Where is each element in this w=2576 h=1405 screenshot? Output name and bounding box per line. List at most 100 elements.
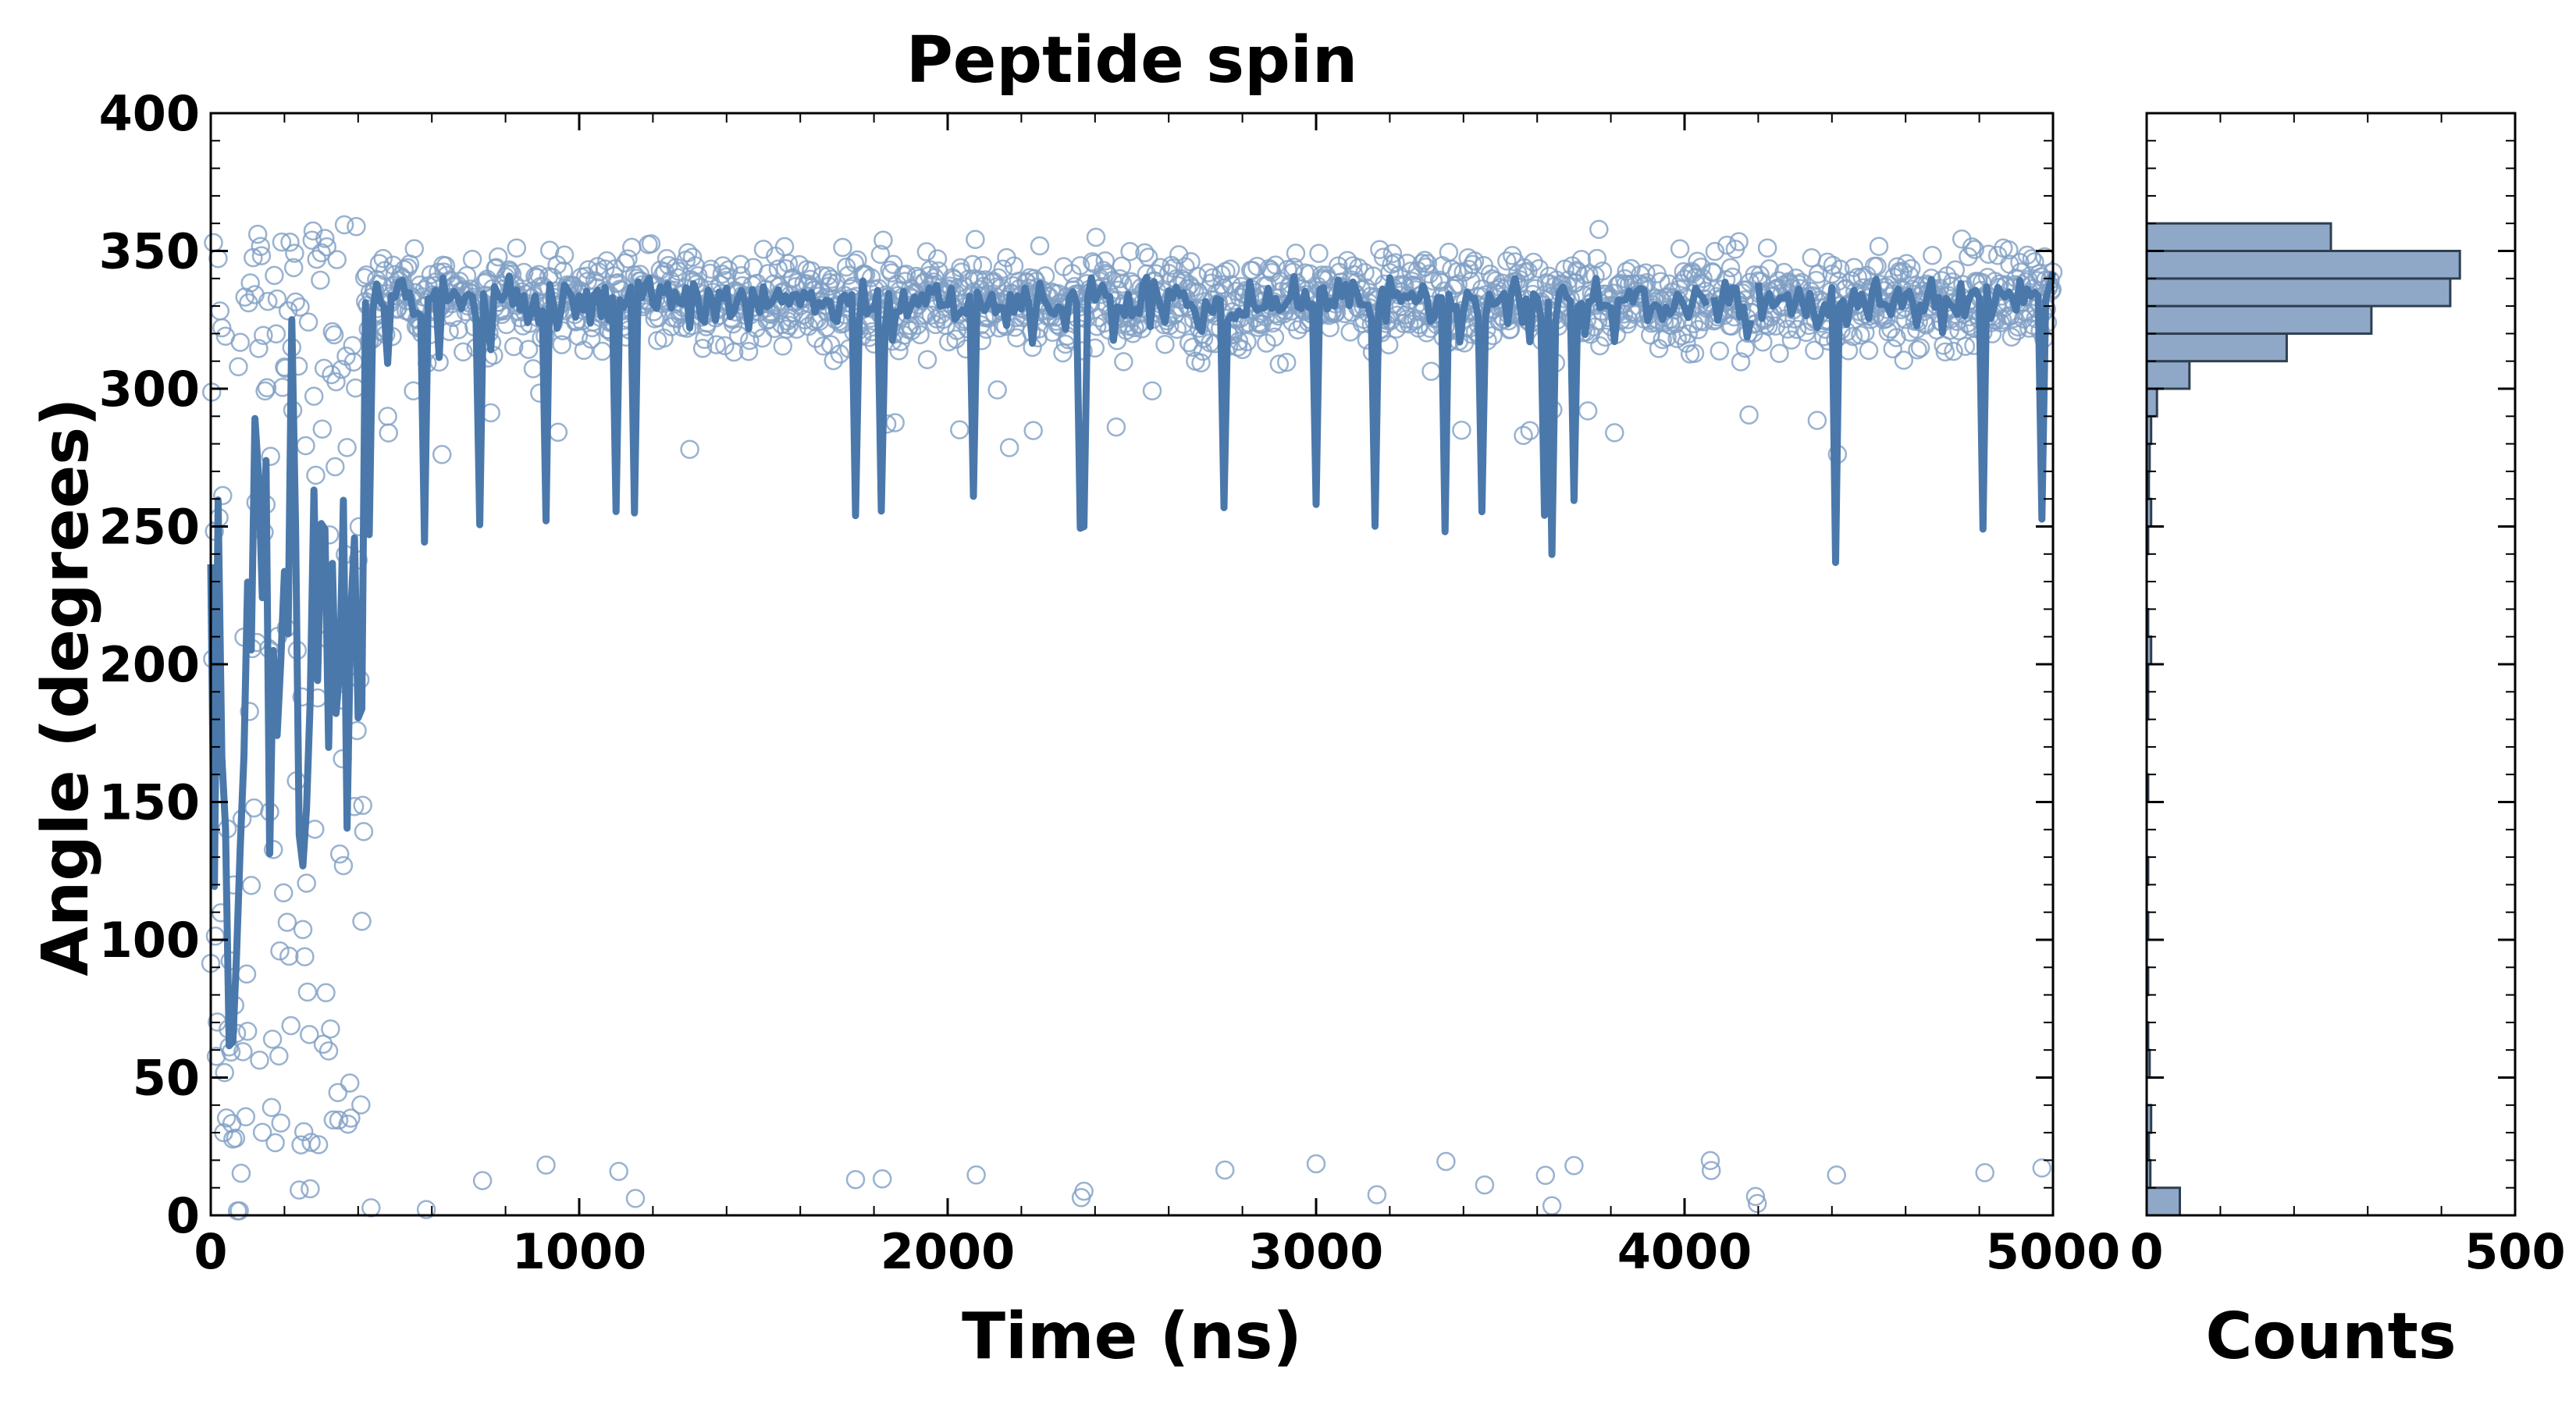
- scatter-point: [2001, 327, 2022, 347]
- scatter-point: [1142, 381, 1162, 400]
- scatter-point: [436, 256, 456, 276]
- scatter-point: [373, 248, 393, 269]
- scatter-point: [1617, 261, 1636, 281]
- scatter-point: [283, 258, 304, 278]
- scatter-point: [236, 1107, 256, 1127]
- running-average-segment: [1710, 279, 1755, 341]
- scatter-point: [1975, 1163, 1994, 1183]
- scatter-point: [1106, 417, 1126, 437]
- scatter-point: [316, 983, 336, 1003]
- scatter-point: [333, 855, 354, 876]
- x-axis-label: Time (ns): [962, 1300, 1302, 1374]
- scatter-point: [306, 465, 326, 486]
- scatter-point: [341, 1108, 361, 1128]
- scatter-point: [240, 273, 260, 293]
- scatter-point: [625, 1189, 646, 1208]
- scatter-point: [226, 1128, 246, 1148]
- scatter-point: [311, 243, 331, 263]
- scatter-point: [1902, 258, 1921, 279]
- scatter-point: [1382, 244, 1403, 264]
- scatter-point: [1827, 1165, 1846, 1185]
- scatter-point: [1505, 252, 1525, 272]
- scatter-point: [300, 1025, 319, 1044]
- scatter-point: [313, 1034, 333, 1055]
- y-tick-label: 200: [99, 636, 200, 693]
- scatter-point: [1670, 239, 1690, 259]
- scatter-point: [329, 844, 350, 864]
- scatter-point: [1766, 316, 1786, 336]
- scatter-point: [973, 255, 993, 276]
- scatter-point: [1464, 251, 1485, 271]
- scatter-point: [1747, 1193, 1767, 1214]
- scatter-point: [329, 1110, 349, 1130]
- scatter-point: [249, 339, 269, 358]
- scatter-point: [266, 324, 286, 344]
- scatter-point: [514, 262, 534, 283]
- scatter-point: [1700, 1151, 1720, 1171]
- scatter-point: [1423, 271, 1443, 291]
- scatter-point: [1589, 219, 1609, 240]
- scatter-point: [324, 325, 344, 345]
- scatter-point: [311, 270, 330, 290]
- scatter-point: [1035, 266, 1055, 286]
- scatter-point: [774, 237, 795, 257]
- scatter-point: [1759, 316, 1778, 336]
- scatter-point: [988, 268, 1009, 288]
- scatter-point: [265, 265, 284, 286]
- scatter-point: [1074, 1181, 1094, 1201]
- scatter-point: [334, 215, 354, 235]
- histogram-bar: [2145, 304, 2373, 335]
- scatter-point: [1448, 274, 1468, 294]
- scatter-point: [286, 292, 305, 312]
- scatter-point: [950, 420, 970, 439]
- scatter-point: [2010, 253, 2030, 272]
- scatter-point: [213, 486, 233, 506]
- running-average-segment: [207, 272, 1710, 1050]
- scatter-point: [1096, 264, 1116, 283]
- scatter-point: [432, 445, 452, 464]
- scatter-point: [416, 1200, 436, 1219]
- scatter-point: [251, 246, 272, 265]
- scatter-point: [351, 1095, 371, 1115]
- scatter-point: [884, 254, 903, 275]
- y-tick-label: 100: [99, 912, 200, 969]
- scatter-point: [753, 328, 773, 348]
- scatter-point: [1023, 421, 1043, 440]
- scatter-point: [1514, 425, 1533, 446]
- x-tick-label: 4000: [1617, 1223, 1752, 1280]
- scatter-point: [322, 322, 343, 342]
- scatter-point: [1135, 243, 1155, 263]
- main-axis-ticks: 0 1000 2000 3000 4000 5000 0 50 100 150 200 250 300 3…: [99, 85, 2121, 1280]
- scatter-point: [257, 378, 277, 398]
- scatter-point: [488, 247, 508, 267]
- scatter-point: [523, 359, 543, 379]
- scatter-point: [208, 248, 228, 269]
- histogram-bar: [2145, 1186, 2181, 1217]
- scatter-point: [778, 254, 799, 273]
- scatter-point: [916, 242, 937, 261]
- scatter-point: [777, 319, 796, 339]
- scatter-point: [706, 335, 727, 354]
- y-tick-label: 50: [133, 1050, 200, 1107]
- scatter-point: [347, 217, 366, 237]
- scatter-point: [361, 1198, 381, 1218]
- scatter-point: [1592, 261, 1613, 281]
- scatter-point: [1657, 327, 1677, 347]
- scatter-point: [845, 1169, 866, 1190]
- histogram-bar: [2145, 387, 2158, 418]
- scatter-point: [946, 329, 966, 349]
- scatter-point: [1867, 256, 1887, 276]
- scatter-point: [269, 1046, 289, 1066]
- scatter-point: [1731, 352, 1751, 372]
- scatter-point: [1102, 271, 1123, 290]
- scatter-point: [966, 229, 985, 250]
- scatter-point: [1770, 343, 1789, 364]
- scatter-point: [261, 446, 280, 466]
- scatter-point: [1191, 353, 1211, 373]
- scatter-point: [230, 333, 251, 352]
- scatter-point: [297, 873, 316, 893]
- scatter-point: [277, 912, 297, 932]
- scatter-point: [881, 263, 902, 283]
- scatter-point: [237, 964, 257, 984]
